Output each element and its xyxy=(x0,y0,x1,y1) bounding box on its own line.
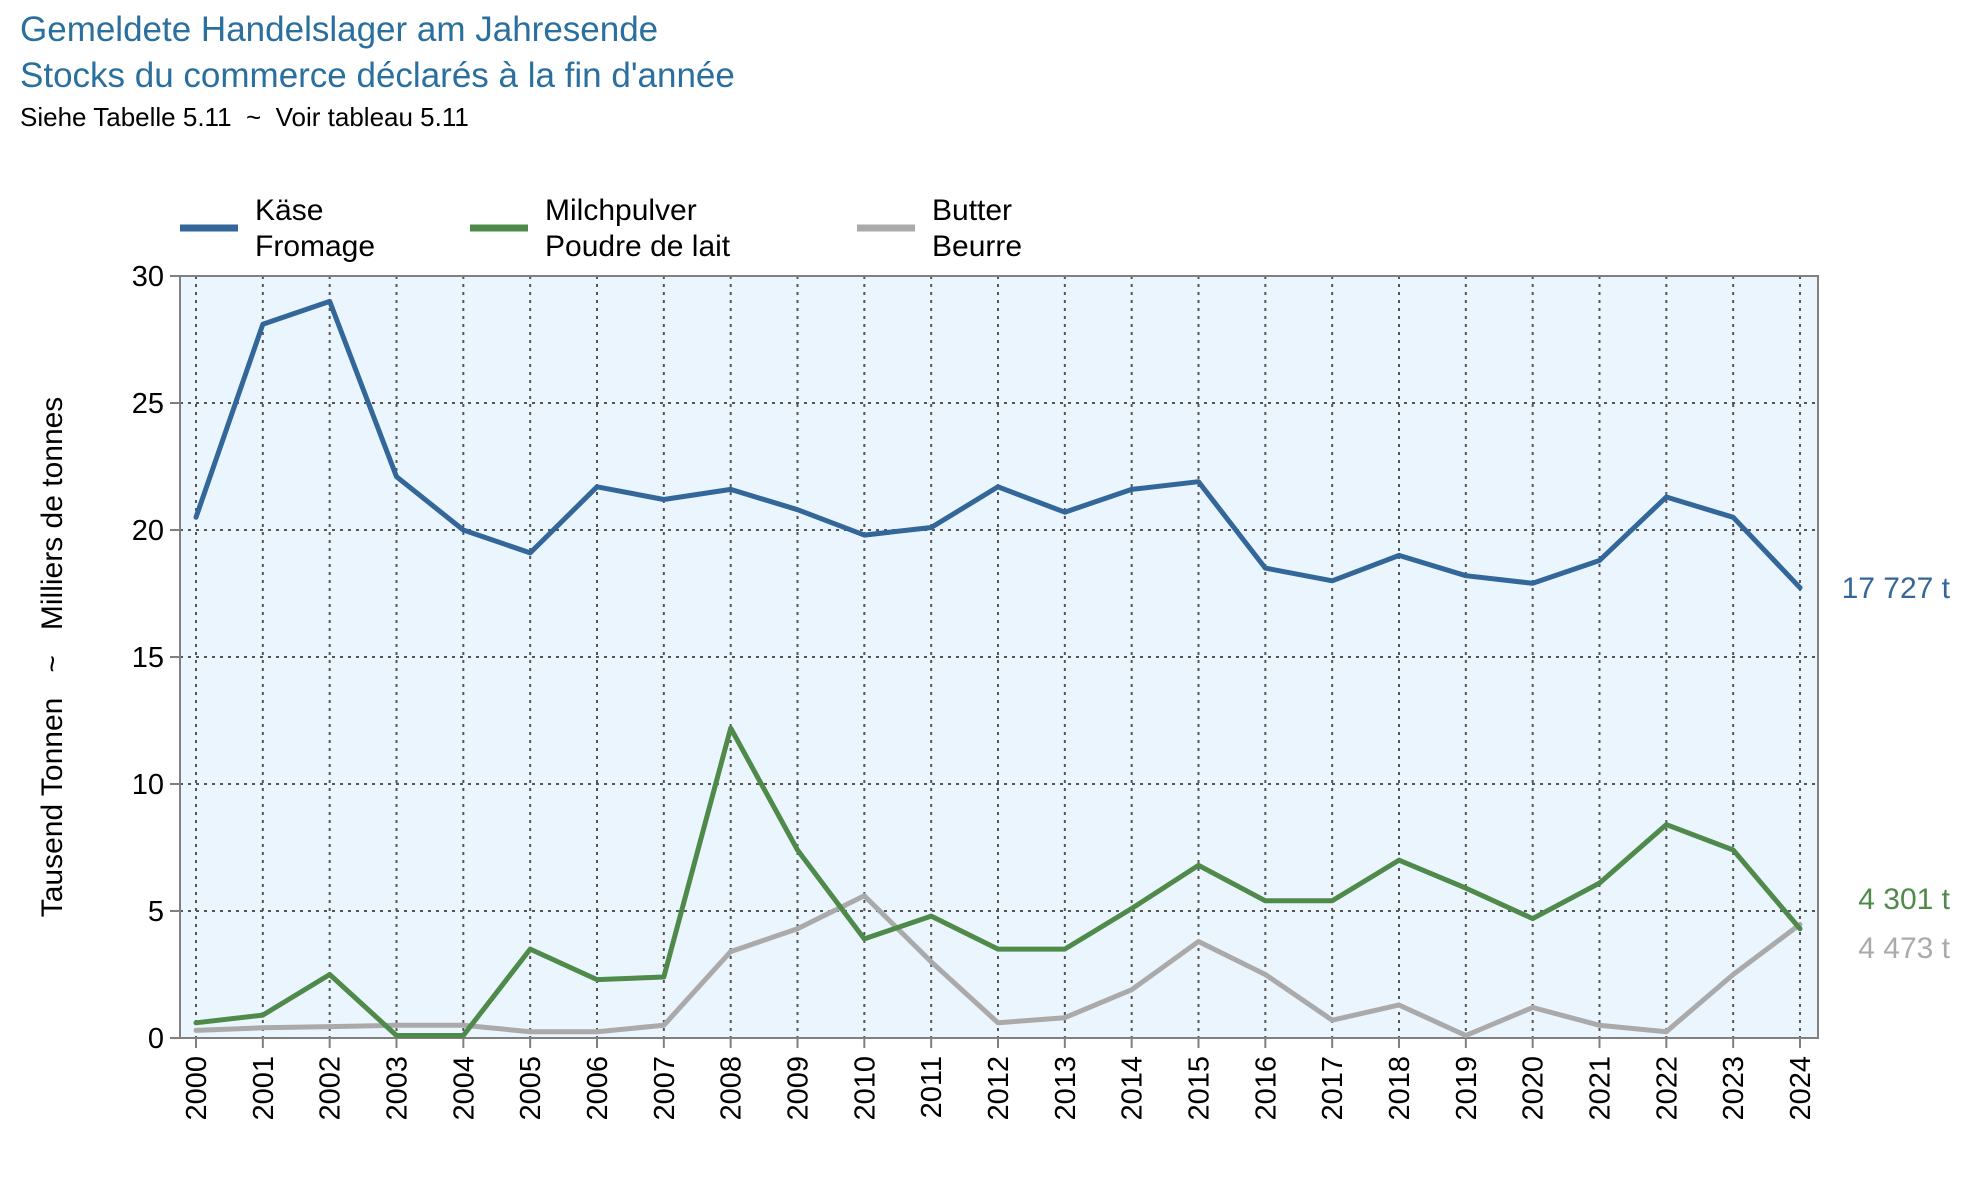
x-tick-label: 2000 xyxy=(181,1056,213,1121)
y-tick-label: 5 xyxy=(148,896,164,928)
x-tick-label: 2010 xyxy=(849,1056,881,1121)
x-tick-label: 2004 xyxy=(448,1056,480,1121)
x-tick-label: 2020 xyxy=(1518,1056,1550,1121)
y-tick-label: 25 xyxy=(132,388,164,420)
x-tick-label: 2021 xyxy=(1585,1056,1617,1121)
series-line-butter xyxy=(193,893,1803,1038)
x-tick-label: 2009 xyxy=(783,1056,815,1121)
x-tick-label: 2019 xyxy=(1451,1056,1483,1121)
x-tick-label: 2002 xyxy=(315,1056,347,1121)
x-tick-label: 2012 xyxy=(983,1056,1015,1121)
chart-title: Gemeldete Handelslager am Jahresende xyxy=(20,10,659,49)
y-tick-label: 15 xyxy=(132,642,164,674)
end-label-butter: 4 473 t xyxy=(1858,932,1950,965)
end-label-kaese: 17 727 t xyxy=(1842,572,1951,605)
x-tick-label: 2011 xyxy=(916,1056,948,1118)
x-tick-label: 2008 xyxy=(716,1056,748,1121)
legend-label-kaese-fr: Fromage xyxy=(255,230,375,263)
grid xyxy=(180,275,1818,1038)
x-tick-label: 2023 xyxy=(1718,1056,1750,1121)
x-tick-label: 2015 xyxy=(1184,1056,1216,1121)
x-tick-label: 2016 xyxy=(1250,1056,1282,1121)
x-tick-label: 2001 xyxy=(248,1056,280,1121)
end-labels: 17 727 t 4 301 t 4 473 t xyxy=(1842,572,1951,965)
end-label-milchpulver: 4 301 t xyxy=(1858,883,1950,916)
x-tick-label: 2005 xyxy=(515,1056,547,1121)
x-tick-label: 2014 xyxy=(1117,1056,1149,1121)
x-tick-label: 2006 xyxy=(582,1056,614,1121)
y-tick-label: 10 xyxy=(132,769,164,801)
x-tick-label: 2018 xyxy=(1384,1056,1416,1121)
legend-label-milchpulver: Milchpulver xyxy=(545,194,697,227)
legend-label-kaese: Käse xyxy=(255,194,323,227)
y-tick-label: 0 xyxy=(148,1023,164,1055)
x-tick-label: 2013 xyxy=(1050,1056,1082,1121)
series-line-kaese xyxy=(193,298,1803,591)
x-tick-label: 2022 xyxy=(1651,1056,1683,1121)
legend-label-milchpulver-fr: Poudre de lait xyxy=(545,230,731,263)
x-tick-label: 2003 xyxy=(382,1056,414,1121)
x-tick-label: 2007 xyxy=(649,1056,681,1121)
x-tick-label: 2024 xyxy=(1785,1056,1817,1121)
chart-title-french: Stocks du commerce déclarés à la fin d'a… xyxy=(20,56,735,95)
x-tick-label: 2017 xyxy=(1317,1056,1349,1121)
y-axis-label: Tausend Tonnen ~ Milliers de tonnes xyxy=(36,397,69,918)
legend-label-butter: Butter xyxy=(932,194,1012,227)
legend-label-butter-fr: Beurre xyxy=(932,230,1022,263)
series-lines xyxy=(193,298,1803,1038)
chart-subtitle: Siehe Tabelle 5.11 ~ Voir tableau 5.11 xyxy=(20,102,469,132)
axes: 0 5 10 15 20 25 30 2000 2001 2002 2003 2004 2005 2006… xyxy=(132,261,1819,1121)
y-tick-label: 30 xyxy=(132,261,164,293)
series-line-milchpulver xyxy=(193,725,1803,1038)
y-tick-label: 20 xyxy=(132,515,164,547)
